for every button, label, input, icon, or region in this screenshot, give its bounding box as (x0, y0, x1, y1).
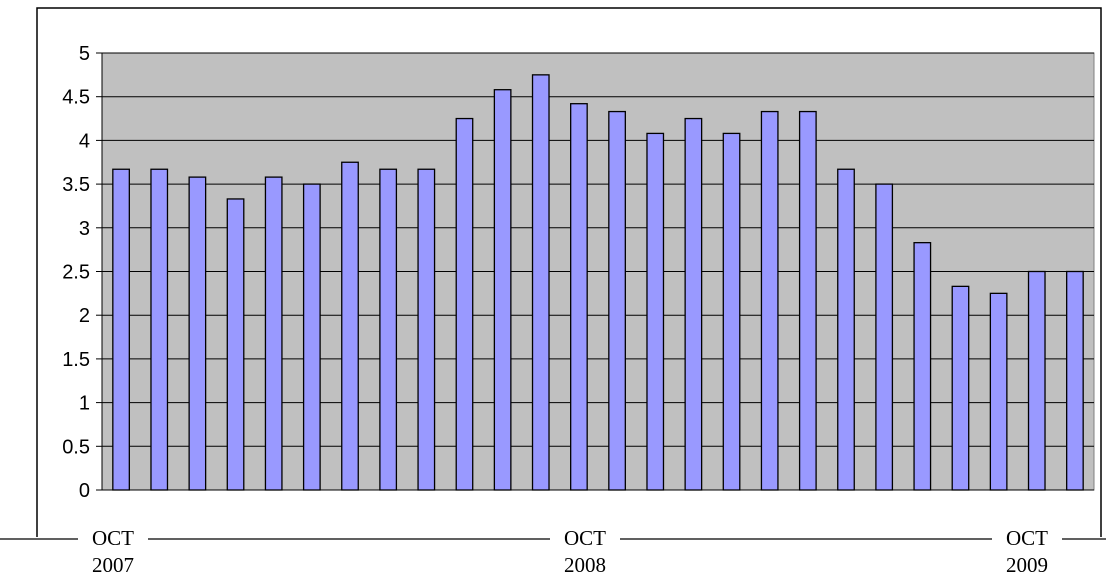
x-annotation-year: 2008 (564, 553, 606, 577)
x-annotation-oct-2008: OCT 2008 (550, 525, 620, 579)
x-annotation-year: 2009 (1006, 553, 1048, 577)
bar (1066, 270, 1084, 491)
bar (989, 292, 1008, 491)
bar (302, 183, 321, 491)
bar (226, 198, 245, 491)
bar (493, 89, 512, 491)
y-tick-label: 1 (79, 393, 90, 415)
x-annotation-month: OCT (564, 526, 606, 550)
x-annotation-oct-2009: OCT 2009 (992, 525, 1062, 579)
bar (646, 132, 665, 491)
bar (341, 161, 359, 491)
y-tick-label: 0 (79, 480, 90, 502)
y-tick-label: 4.5 (62, 87, 90, 109)
x-annotation-year: 2007 (92, 553, 134, 577)
bar (417, 168, 436, 491)
bar (837, 168, 855, 491)
bar (760, 110, 779, 491)
bar (150, 168, 169, 491)
bars (112, 74, 1084, 491)
bar (1027, 270, 1046, 491)
y-axis-ticks: 0 0.5 1 1.5 2 2.5 3 3.5 4 4.5 5 (62, 43, 102, 502)
y-tick-label: 1.5 (62, 349, 90, 371)
y-tick-label: 4 (79, 130, 90, 152)
bar (455, 117, 474, 491)
y-tick-label: 3 (79, 218, 90, 240)
bar (112, 168, 130, 491)
x-annotation-month: OCT (92, 526, 134, 550)
bar (722, 132, 741, 491)
bar (913, 242, 932, 491)
bar (798, 110, 817, 491)
bar (570, 103, 588, 491)
bar (531, 74, 550, 491)
bar (379, 168, 398, 491)
bar (875, 183, 894, 491)
bar (264, 176, 283, 491)
bar (684, 117, 703, 491)
y-tick-label: 2.5 (62, 262, 90, 284)
y-tick-label: 3.5 (62, 174, 90, 196)
y-tick-label: 5 (79, 43, 90, 65)
y-tick-label: 2 (79, 305, 90, 327)
y-tick-label: 0.5 (62, 436, 90, 458)
bar (608, 110, 626, 491)
x-annotation-month: OCT (1006, 526, 1048, 550)
chart-frame (36, 7, 1102, 537)
bar (188, 176, 207, 491)
x-annotation-oct-2007: OCT 2007 (78, 525, 148, 579)
bar (951, 285, 970, 491)
